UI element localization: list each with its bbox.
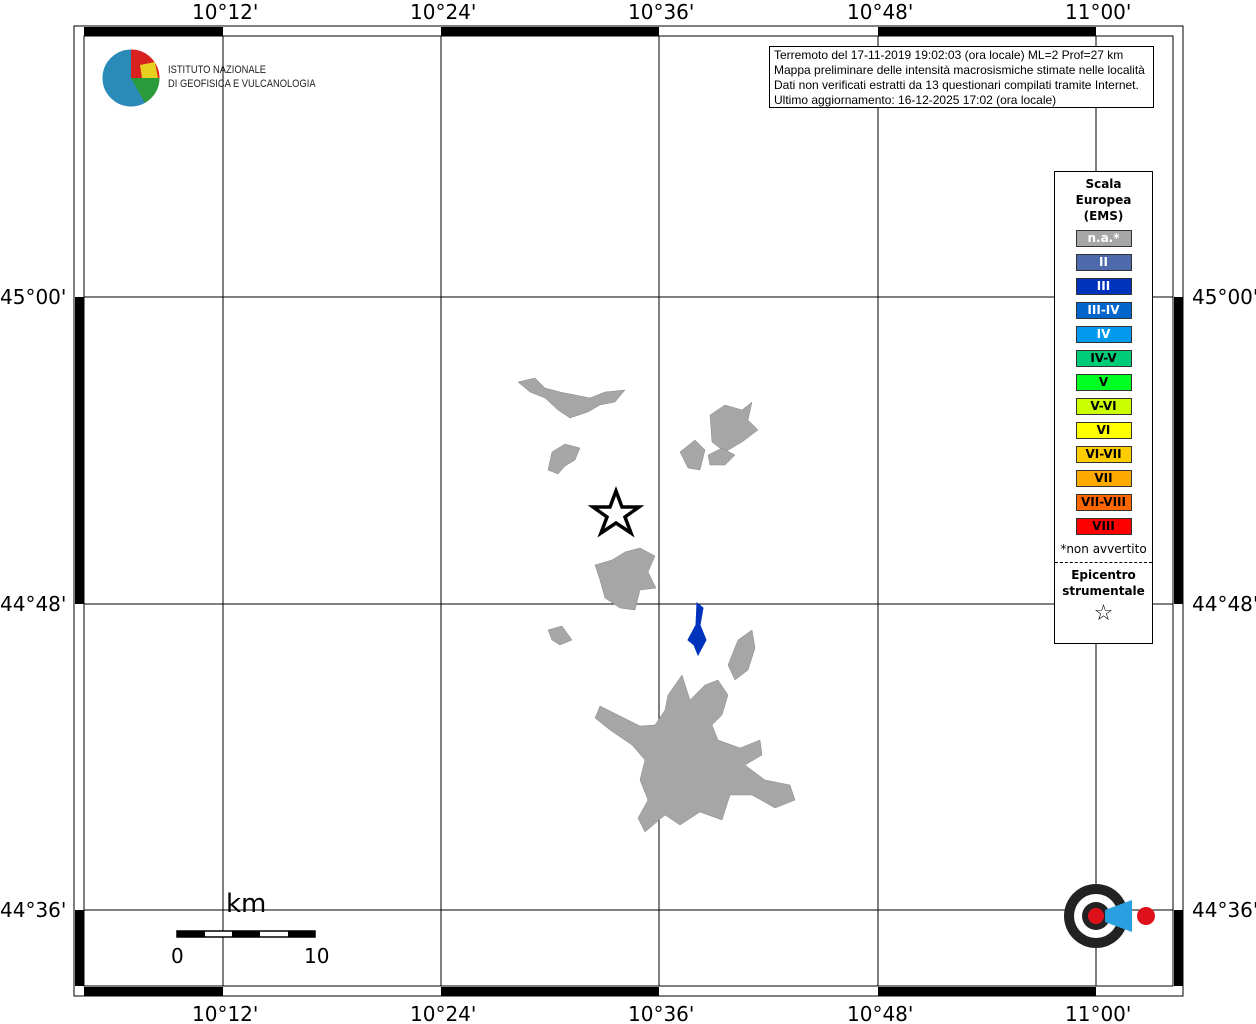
municipality-area [547,443,581,475]
legend-title: (EMS) [1083,209,1124,223]
logo-line: DI GEOFISICA E VULCANOLOGIA [168,78,316,90]
lon-label-bottom: 10°12' [192,1002,259,1024]
legend-swatch: II [1075,254,1132,271]
legend-epicenter-label: strumentale [1062,584,1145,598]
legend-swatch: V-VI [1075,398,1132,415]
event-info-box: Terremoto del 17-11-2019 19:02:03 (ora l… [769,46,1154,108]
municipality-area [679,439,706,471]
lon-label-top: 10°36' [628,0,695,24]
star-icon: ☆ [1093,601,1114,626]
legend-swatch: VII-VIII [1075,494,1132,511]
legend-swatch: VI [1075,422,1132,439]
legend-swatch: VII [1075,470,1132,487]
logo-line: ISTITUTO NAZIONALE [168,64,267,76]
event-info-line: Dati non verificati estratti da 13 quest… [774,78,1139,92]
legend-note: *non avvertito [1060,542,1147,556]
municipality-area [727,629,756,681]
lat-label-left: 45°00' [0,285,67,309]
municipality-area [709,401,759,453]
legend-swatch: III [1075,278,1132,295]
lon-label-bottom: 10°24' [410,1002,477,1024]
epicenter-star [587,486,645,538]
lon-label-top: 10°24' [410,0,477,24]
lat-label-left: 44°36' [0,898,67,922]
scale-max: 10 [304,944,330,968]
municipality-area [594,674,796,833]
scale-bar [176,930,316,938]
legend-swatch: n.a.* [1075,230,1132,247]
legend-swatch: III-IV [1075,302,1132,319]
lat-label-right: 44°36' [1192,898,1256,922]
lon-label-top: 10°12' [192,0,259,24]
legend-title: Scala [1085,177,1122,191]
legend-swatch: VI-VII [1075,446,1132,463]
lon-label-bottom: 10°36' [628,1002,695,1024]
legend-swatch: IV [1075,326,1132,343]
legend-title: Europea [1075,193,1132,207]
municipality-area [547,625,573,646]
graticule [84,36,1173,986]
lat-label-right: 45°00' [1192,285,1256,309]
municipality-area [707,447,736,466]
ingv-logo-globe [101,48,161,108]
municipality-area [517,377,626,419]
ems-legend: Scala Europea (EMS) n.a.* II III III-IV IV IV… [1054,171,1153,644]
lon-label-bottom: 11°00' [1065,1002,1132,1024]
scale-unit: km [226,889,267,919]
lon-label-top: 10°48' [847,0,914,24]
legend-swatch: IV-V [1075,350,1132,367]
legend-epicenter-label: Epicentro [1071,568,1136,582]
intensity-area-iii [687,601,707,657]
legend-swatch: VIII [1075,518,1132,535]
event-info-line: Terremoto del 17-11-2019 19:02:03 (ora l… [774,48,1124,62]
municipality-area [594,547,657,611]
lat-label-right: 44°48' [1192,592,1256,616]
scale-min: 0 [171,944,184,968]
municipality-areas [517,377,796,833]
legend-swatch: V [1075,374,1132,391]
ingv-logo-text: ISTITUTO NAZIONALE DI GEOFISICA E VULCAN… [168,63,316,91]
lon-label-top: 11°00' [1065,0,1132,24]
event-info-line: Mappa preliminare delle intensità macros… [774,63,1145,77]
lon-label-bottom: 10°48' [847,1002,914,1024]
event-info-line: Ultimo aggiornamento: 16-12-2025 17:02 (… [774,93,1057,107]
hst-logo [1064,884,1155,948]
lat-label-left: 44°48' [0,592,67,616]
